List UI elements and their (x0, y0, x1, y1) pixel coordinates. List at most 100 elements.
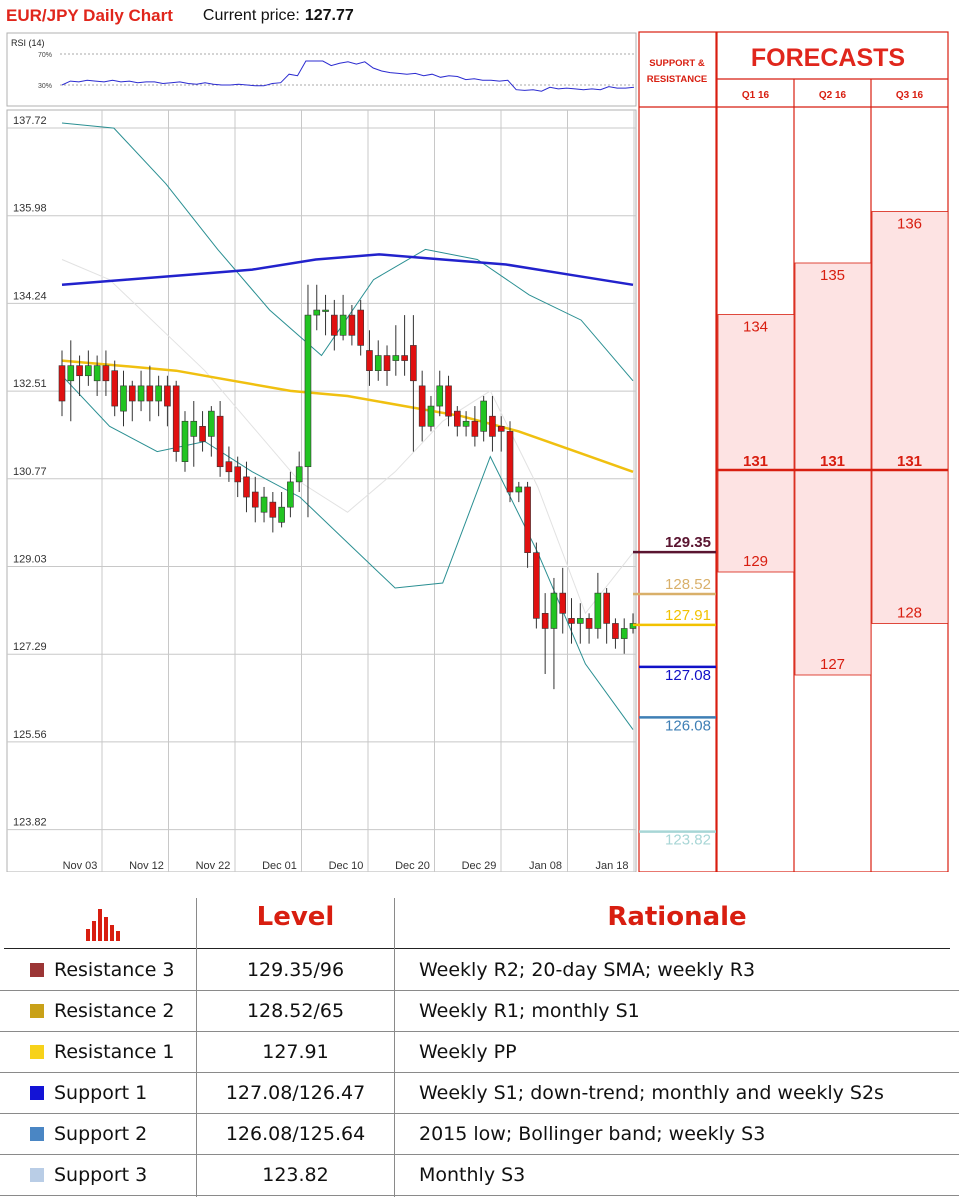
x-tick-label: Dec 29 (462, 860, 497, 872)
candle-down (348, 314, 356, 336)
candle-up (208, 410, 215, 437)
y-tick-label: 127.29 (13, 641, 47, 653)
candle-down (357, 309, 364, 346)
level-label: 127.08 (665, 667, 711, 684)
sr-title-line2: RESISTANCE (647, 74, 708, 85)
candle-up (93, 365, 101, 382)
candle-up (287, 481, 294, 508)
forecast-range-box (871, 211, 949, 624)
candle-up (339, 314, 347, 336)
candle-up (620, 628, 628, 639)
x-tick-label: Jan 08 (529, 860, 562, 872)
level-label: 128.52 (665, 576, 711, 593)
candle-up (120, 385, 127, 412)
candle-down (585, 618, 593, 629)
level-label: 126.08 (665, 717, 711, 734)
candle-up (155, 385, 162, 402)
candle-down (603, 592, 610, 624)
level-label: 123.82 (665, 832, 711, 849)
candle-up (480, 400, 487, 432)
forecasts-title: FORECASTS (751, 44, 905, 72)
forecast-mid-label: 131 (743, 453, 768, 470)
candle-down (128, 385, 136, 402)
x-tick-label: Dec 01 (262, 860, 297, 872)
candle-down (497, 425, 505, 432)
table-row: Resistance 2 128.52/65 Weekly R1; monthly … (0, 990, 959, 1032)
table-row: Support 1 127.08/126.47 Weekly S1; down-tr… (0, 1072, 959, 1114)
level-value: 123.82 (262, 1163, 329, 1186)
forecast-high-label: 135 (820, 267, 845, 284)
level-rationale: Weekly R1; monthly S1 (419, 999, 640, 1022)
level-value: 129.35/96 (246, 958, 345, 981)
candle-down (199, 425, 206, 442)
candle-up (190, 420, 198, 437)
y-tick-label: 132.51 (13, 378, 47, 390)
level-value: 127.91 (262, 1040, 329, 1063)
candle-down (58, 365, 66, 402)
x-tick-label: Nov 12 (129, 860, 164, 872)
forecast-low-label: 127 (820, 656, 845, 673)
table-row: Resistance 3 129.35/96 Weekly R2; 20-day S… (0, 949, 959, 991)
x-tick-label: Nov 22 (196, 860, 231, 872)
candle-down (454, 410, 461, 427)
candle-down (418, 385, 426, 427)
candle-down (568, 618, 575, 624)
levels-table-header: Level Rationale (0, 872, 959, 949)
price-panel (6, 109, 637, 872)
candle-up (374, 355, 382, 371)
candle-up (550, 592, 558, 629)
bollinger-upper-line (61, 122, 634, 382)
level-header: Level (256, 902, 335, 932)
forecast-column-header: Q2 16 (819, 90, 847, 101)
candle-down (445, 385, 452, 417)
candle-up (304, 314, 312, 468)
candle-up (462, 420, 470, 427)
yellow-moving-average (61, 359, 634, 473)
rationale-header: Rationale (607, 902, 747, 932)
level-label: 127.91 (665, 607, 711, 624)
level-rationale: Weekly S1; down-trend; monthly and weekl… (419, 1081, 884, 1104)
rsi-panel: RSI (14) 70% 30% (6, 32, 637, 107)
level-value: 127.08/126.47 (225, 1081, 366, 1104)
candle-down (612, 623, 619, 639)
candle-up (594, 592, 602, 629)
candle-down (366, 350, 373, 371)
candle-up (67, 365, 75, 382)
candle-up (278, 506, 285, 523)
candle-down (146, 385, 154, 402)
level-rationale: Weekly PP (419, 1040, 517, 1063)
candle-down (524, 486, 531, 553)
candle-down (234, 466, 241, 483)
candle-down (559, 592, 567, 614)
rsi-70-label: 70% (38, 52, 52, 59)
level-value: 128.52/65 (246, 999, 345, 1022)
level-rationale: Weekly R2; 20-day SMA; weekly R3 (419, 958, 756, 981)
candle-up (181, 420, 189, 462)
table-row: Support 2 126.08/125.64 2015 low; Bollinge… (0, 1113, 959, 1155)
y-tick-label: 130.77 (13, 466, 47, 478)
candle-down (506, 431, 514, 493)
forecast-mid-label: 131 (897, 453, 922, 470)
level-name: Support 1 (54, 1081, 148, 1104)
current-price: 127.77 (304, 7, 354, 24)
level-name: Support 3 (54, 1163, 148, 1186)
candle-up (137, 385, 145, 402)
bollinger-middle-line (61, 259, 634, 615)
level-color-swatch (30, 1004, 44, 1018)
candle-down (102, 365, 110, 382)
x-tick-label: Nov 03 (63, 860, 98, 872)
candle-up (295, 466, 303, 483)
candle-down (471, 420, 479, 437)
y-tick-label: 134.24 (13, 290, 47, 302)
candle-down (541, 613, 549, 629)
level-value: 126.08/125.64 (225, 1122, 366, 1145)
candle-down (269, 501, 277, 518)
bar-chart-icon (86, 909, 120, 941)
candle-up (427, 405, 435, 427)
level-rationale: 2015 low; Bollinger band; weekly S3 (419, 1122, 766, 1145)
rsi-30-label: 30% (38, 83, 52, 90)
forecast-column-header: Q3 16 (896, 90, 924, 101)
candle-up (322, 309, 329, 312)
x-tick-label: Jan 18 (595, 860, 628, 872)
sr-title-line1: SUPPORT & (649, 58, 705, 69)
